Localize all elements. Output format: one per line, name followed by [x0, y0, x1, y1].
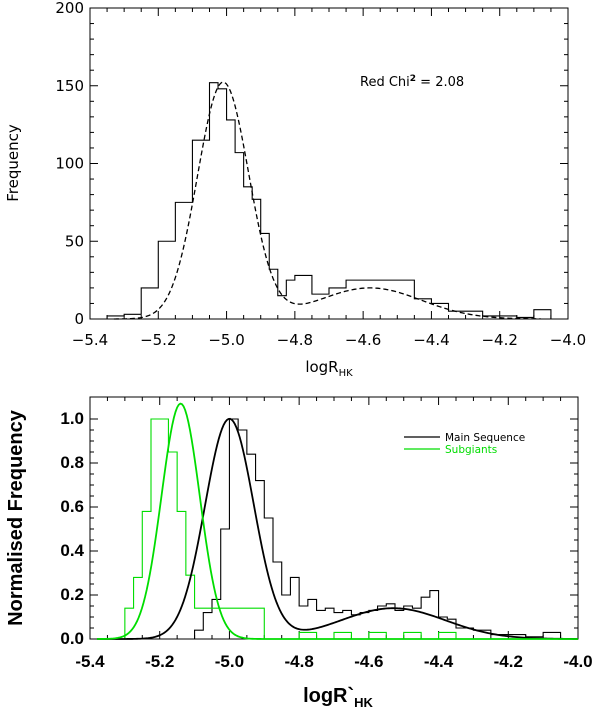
x-axis-title-sub: HK: [354, 695, 373, 710]
chart-panel-bottom: -5.4 -5.2 -5.0 -4.8 -4.6 -4.4 -4.2 -4.0 0.00.20…: [5, 396, 593, 710]
x-tick-label: -4.4: [424, 652, 454, 671]
x-tick-label: −5.2: [140, 331, 176, 349]
y-axis-title: Frequency: [4, 124, 22, 202]
fit-curve: [113, 81, 541, 320]
fit-curve-dashed: [113, 81, 541, 320]
legend-label-subgiants: Subgiants: [445, 444, 497, 456]
y-tick-label: 0.2: [60, 585, 84, 604]
y-tick-labels: 0 50 100 150 200: [55, 0, 84, 328]
x-axis-title: logRHK: [305, 358, 353, 379]
y-tick-label: 150: [55, 77, 84, 95]
x-tick-labels: -5.4 -5.2 -5.0 -4.8 -4.6 -4.4 -4.2 -4.0: [75, 652, 592, 671]
y-tick-label: 0.8: [60, 453, 84, 472]
x-tick-label: −5.0: [208, 331, 244, 349]
fit-annotation-sup: 2: [410, 74, 416, 84]
y-tick-label: 100: [55, 155, 84, 173]
x-tick-label: −4.2: [481, 331, 517, 349]
x-tick-label: −4.4: [413, 331, 449, 349]
x-tick-label: −4.0: [550, 331, 586, 349]
fit-annotation: Red Chi2 = 2.08: [360, 74, 464, 90]
x-tick-label: −4.6: [345, 331, 381, 349]
legend: Main Sequence Subgiants: [404, 432, 525, 456]
x-tick-label: -5.2: [145, 652, 174, 671]
x-tick-label: -4.0: [563, 652, 592, 671]
y-tick-label: 0.6: [60, 497, 84, 516]
y-tick-label: 0: [74, 310, 84, 328]
x-axis-title-sub: HK: [339, 368, 354, 379]
x-axis-title: logR`HK: [303, 685, 373, 710]
y-tick-label: 0.0: [60, 629, 84, 648]
chart-panel-top: −5.4 −5.2 −5.0 −4.8 −4.6 −4.4 −4.2 −4.0 0 50 100 1…: [4, 0, 586, 379]
fit-annotation-suffix: = 2.08: [416, 75, 464, 90]
y-tick-label: 200: [55, 0, 84, 17]
histogram-main-sequence: [194, 418, 578, 640]
y-tick-label: 50: [65, 232, 84, 250]
fit-curves: [96, 402, 579, 640]
x-axis-title-main: logR`: [303, 685, 354, 707]
y-tick-labels: 0.0 0.2 0.4 0.6 0.8 1.0: [60, 409, 84, 648]
fit-curve-subgiants: [96, 402, 578, 640]
legend-label-main-sequence: Main Sequence: [445, 432, 525, 444]
tick-marks: [89, 7, 569, 320]
plot-frame: [89, 7, 569, 320]
y-tick-label: 1.0: [60, 409, 84, 428]
x-tick-label: -4.8: [284, 652, 313, 671]
y-axis-title: Normalised Frequency: [5, 409, 27, 626]
y-tick-label: 0.4: [60, 541, 84, 560]
x-tick-label: -4.2: [494, 652, 523, 671]
fit-annotation-prefix: Red Chi: [360, 75, 410, 90]
x-tick-labels: −5.4 −5.2 −5.0 −4.8 −4.6 −4.4 −4.2 −4.0: [72, 331, 586, 349]
x-axis-title-main: logR: [305, 358, 338, 376]
x-tick-label: -5.4: [75, 652, 105, 671]
x-tick-label: -5.0: [215, 652, 244, 671]
x-tick-label: -4.6: [354, 652, 383, 671]
fit-curve-main-sequence: [96, 417, 579, 640]
x-tick-label: −4.8: [277, 331, 313, 349]
x-tick-label: −5.4: [72, 331, 108, 349]
